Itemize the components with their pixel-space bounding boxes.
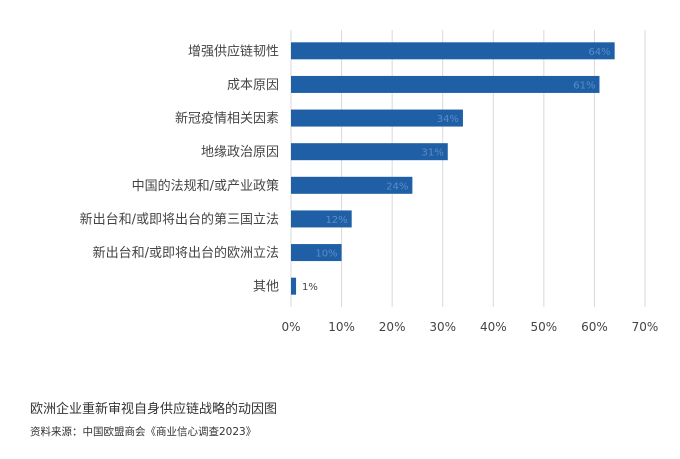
- x-tick-label: 50%: [531, 320, 558, 334]
- data-label: 12%: [325, 215, 347, 226]
- data-label: 10%: [315, 249, 337, 260]
- category-labels: 增强供应链韧性成本原因新冠疫情相关因素地缘政治原因中国的法规和/或产业政策新出台…: [80, 43, 279, 294]
- x-axis-tick-labels: 0% 10% 20% 30% 40% 50% 60% 70%: [281, 320, 658, 334]
- bar: [291, 143, 448, 161]
- data-label: 1%: [302, 282, 318, 293]
- bar-chart: 64% 61% 34% 31% 24% 12% 10% 1% 增强供应链韧性成本原因新冠疫情相…: [80, 30, 658, 334]
- data-label: 24%: [386, 181, 408, 192]
- data-label: 61%: [573, 80, 595, 91]
- bar: [291, 109, 463, 127]
- source-note: 资料来源：中国欧盟商会《商业信心调查2023》: [30, 426, 257, 438]
- bar: [291, 277, 297, 295]
- bars: 64% 61% 34% 31% 24% 12% 10% 1%: [291, 42, 615, 295]
- category-label: 增强供应链韧性: [188, 43, 279, 59]
- data-label: 34%: [437, 114, 459, 125]
- bar: [291, 210, 352, 228]
- bar: [291, 176, 413, 194]
- bar: [291, 42, 615, 60]
- grid-lines: [290, 30, 646, 307]
- x-tick-label: 0%: [281, 320, 300, 334]
- x-tick-label: 30%: [429, 320, 456, 334]
- category-label: 新出台和/或即将出台的欧洲立法: [93, 245, 279, 261]
- x-tick-label: 20%: [379, 320, 406, 334]
- chart-caption: 欧洲企业重新审视自身供应链战略的动因图: [30, 402, 278, 417]
- category-label: 新冠疫情相关因素: [175, 111, 279, 127]
- category-label: 新出台和/或即将出台的第三国立法: [80, 211, 279, 227]
- bar: [291, 244, 342, 262]
- category-label: 成本原因: [227, 78, 279, 93]
- data-label: 31%: [422, 148, 444, 159]
- category-label: 中国的法规和/或产业政策: [132, 178, 279, 194]
- category-label: 其他: [253, 280, 279, 295]
- x-tick-label: 70%: [632, 320, 659, 334]
- category-label: 地缘政治原因: [201, 145, 279, 160]
- x-tick-label: 60%: [581, 320, 608, 334]
- data-label: 64%: [588, 47, 610, 58]
- bar: [291, 75, 600, 93]
- x-tick-label: 40%: [480, 320, 507, 334]
- x-tick-label: 10%: [328, 320, 355, 334]
